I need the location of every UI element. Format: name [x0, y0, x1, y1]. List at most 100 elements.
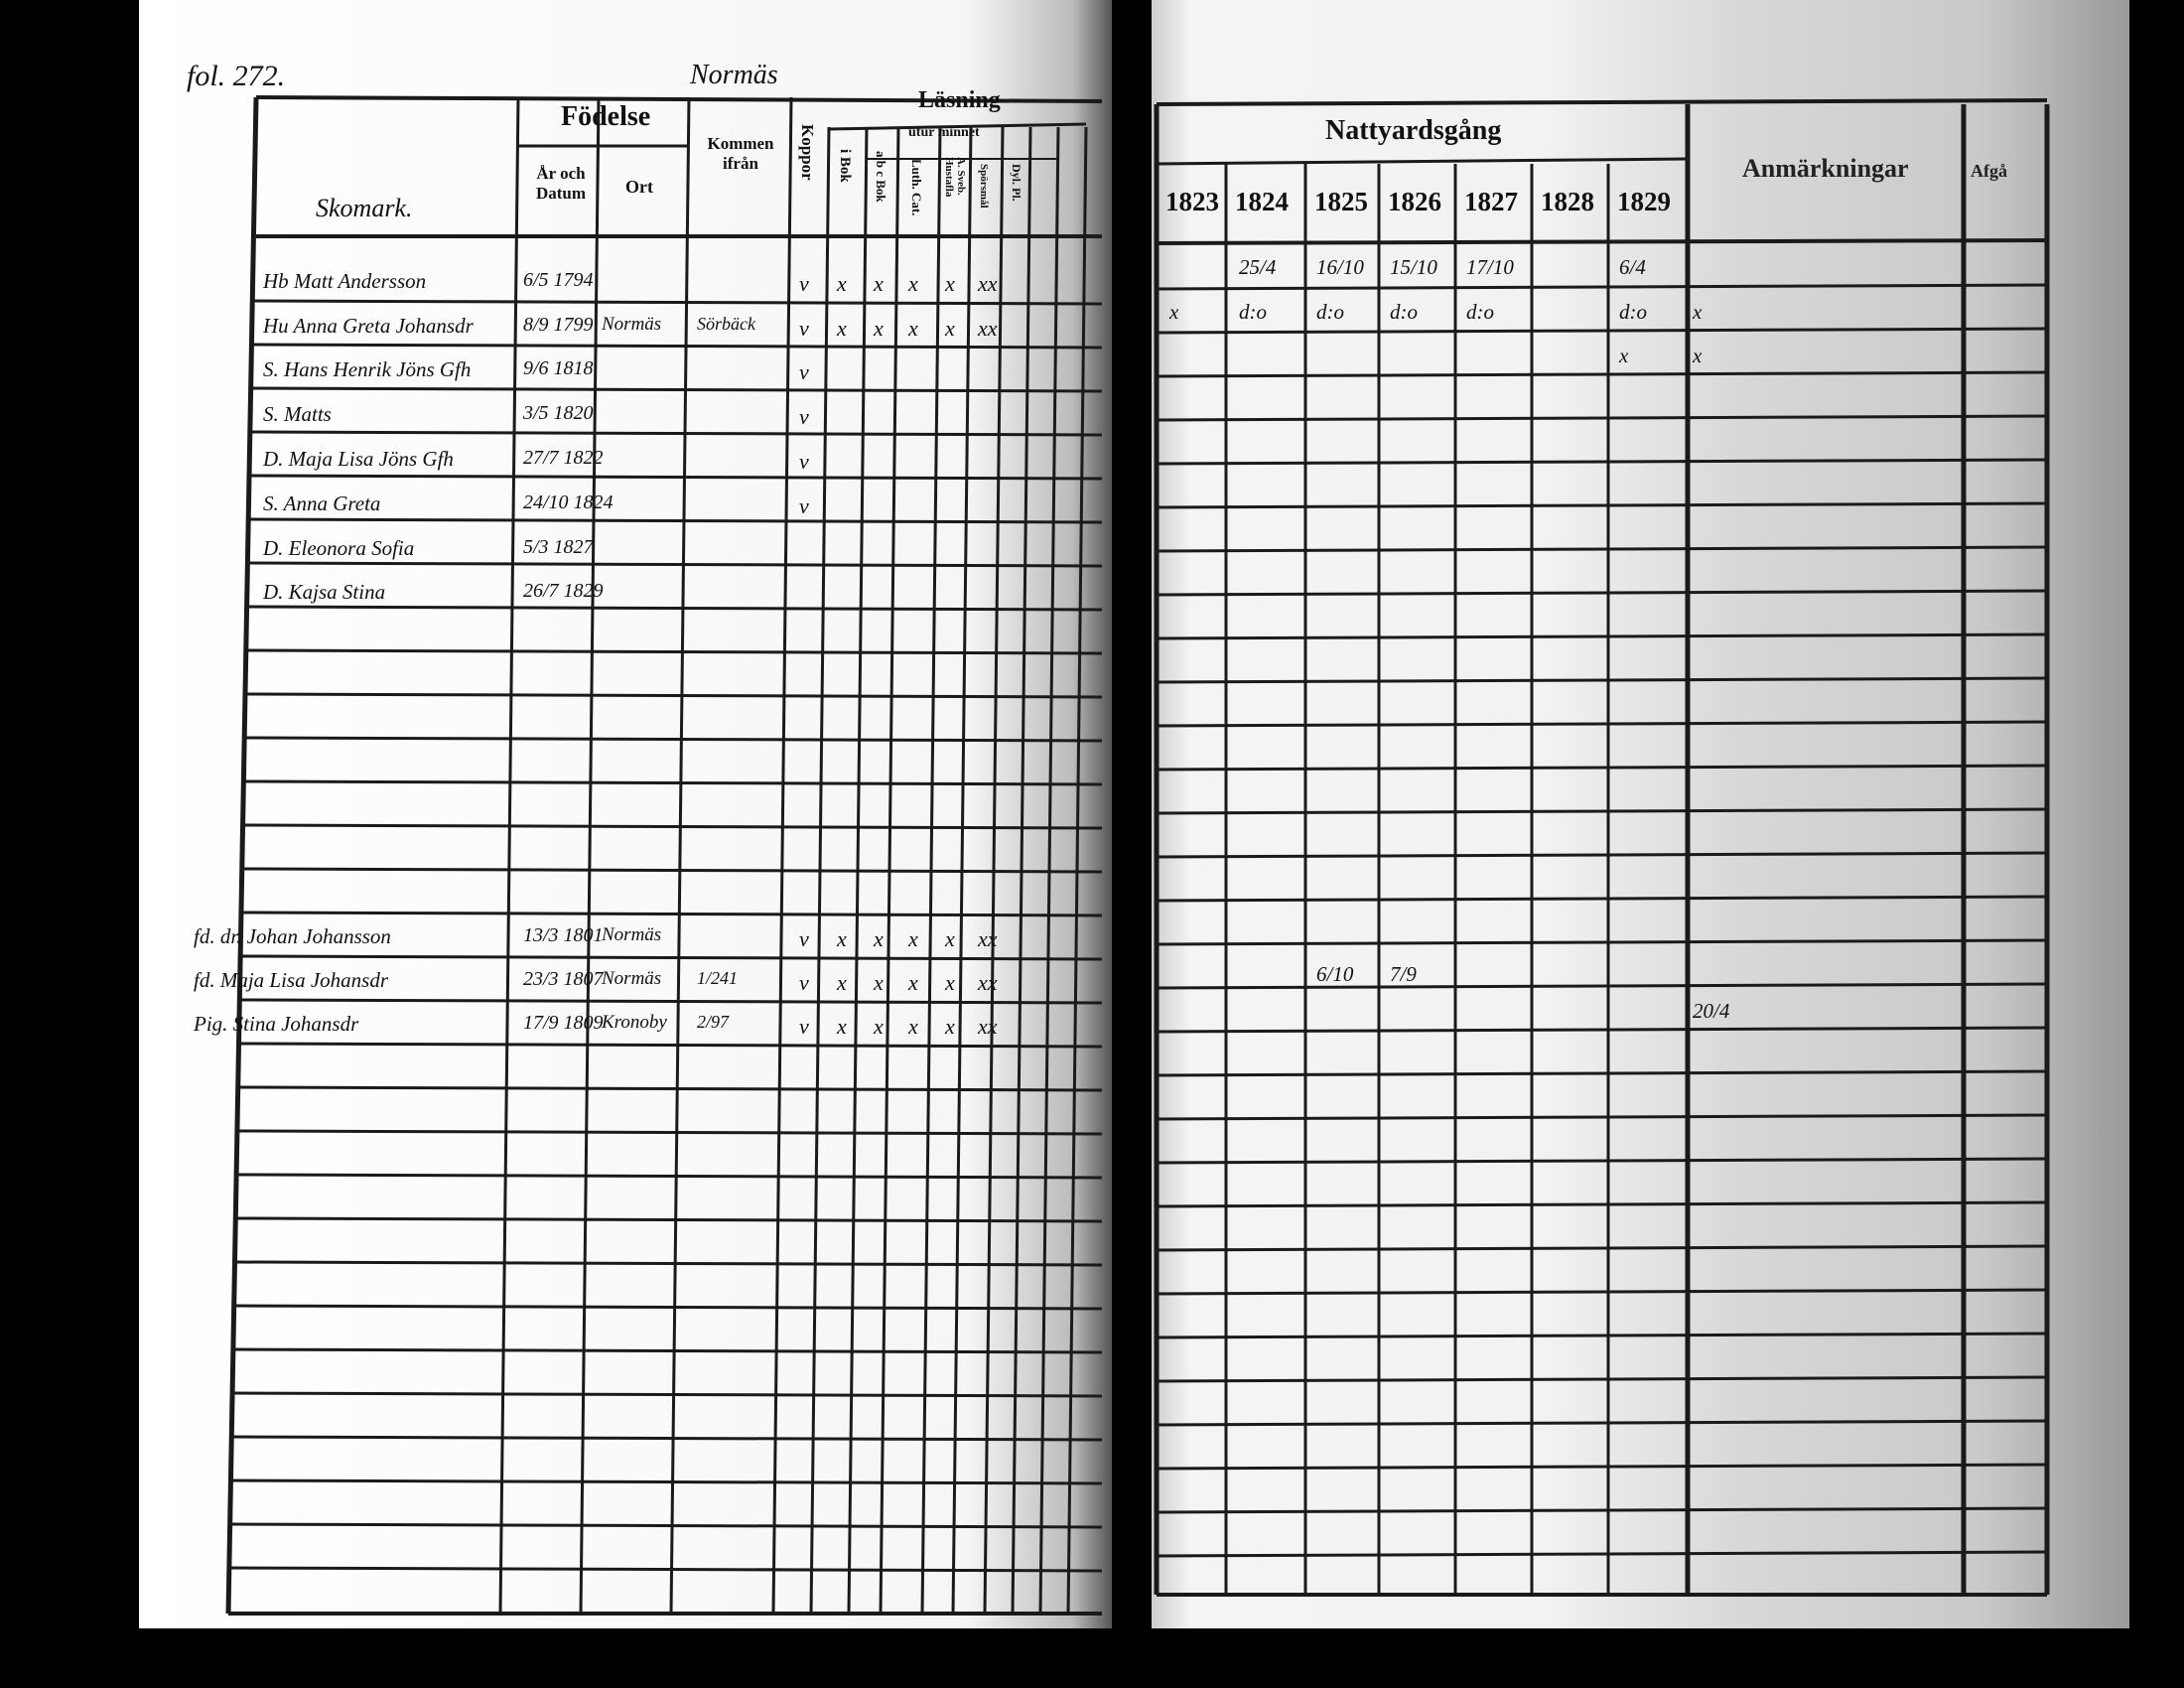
row-line — [1156, 1157, 2048, 1165]
person-name: D. Maja Lisa Jöns Gfh — [263, 447, 454, 471]
row-line — [1156, 851, 2048, 859]
birth-place: Normäs — [602, 968, 662, 989]
came-from: 1/241 — [697, 968, 739, 988]
person-name: Hu Anna Greta Johansdr — [263, 314, 474, 338]
reading-mark: xx — [978, 271, 998, 296]
person-name: D. Kajsa Stina — [263, 580, 386, 604]
row-line — [245, 648, 1103, 655]
row-line — [239, 998, 1103, 1005]
header-dyl: Dyl. Pl. — [1010, 164, 1024, 202]
birth-place: Kronoby — [602, 1012, 667, 1033]
header-afgatt: Afgå — [1971, 161, 2007, 181]
birth-date: 24/10 1824 — [523, 492, 614, 513]
row-line — [232, 1347, 1103, 1354]
row-line — [1156, 1026, 2048, 1034]
name-column-header: Skomark. — [316, 194, 413, 222]
birth-date: 8/9 1799 — [523, 314, 594, 336]
remark: x — [1693, 300, 1703, 324]
reading-mark: v — [799, 449, 809, 474]
communion-date: 15/10 — [1390, 255, 1437, 279]
row-line — [1156, 1288, 2048, 1296]
reading-mark: v — [799, 271, 809, 296]
row-line — [248, 517, 1103, 524]
row-line — [1156, 589, 2048, 597]
year-header-1828: 1828 — [1541, 187, 1594, 216]
reading-mark: xx — [978, 970, 998, 995]
reading-mark: v — [799, 926, 809, 951]
row-line — [1156, 1069, 2048, 1077]
reading-mark: x — [908, 1014, 918, 1039]
reading-mark: xx — [978, 316, 998, 341]
person-name: fd. Maja Lisa Johansdr — [194, 968, 389, 992]
reading-mark: x — [908, 926, 918, 951]
row-line — [229, 1522, 1103, 1529]
person-name: fd. dr. Johan Johansson — [194, 924, 391, 948]
communion-date: 17/10 — [1466, 255, 1514, 279]
reading-mark: x — [945, 271, 955, 296]
reading-mark: x — [874, 970, 884, 995]
birth-date: 17/9 1809 — [523, 1012, 604, 1034]
column-line — [498, 96, 520, 1615]
row-line — [243, 779, 1103, 786]
person-name: S. Hans Henrik Jöns Gfh — [263, 357, 472, 381]
reading-mark: v — [799, 1014, 809, 1039]
row-line — [1156, 720, 2048, 728]
communion-date: d:o — [1619, 300, 1647, 324]
row-line — [237, 1085, 1103, 1092]
reading-mark: v — [799, 970, 809, 995]
row-line — [1156, 764, 2048, 772]
came-from: 2/97 — [697, 1012, 730, 1032]
communion-date: 6/10 — [1316, 962, 1354, 986]
header-ar-och-datum: År och Datum — [535, 164, 587, 203]
row-line — [228, 1566, 1103, 1573]
reading-mark: x — [874, 271, 884, 296]
row-line — [231, 1435, 1103, 1442]
row-line — [1156, 1550, 2048, 1558]
reading-mark: x — [908, 271, 918, 296]
reading-mark: x — [945, 970, 955, 995]
row-line — [247, 561, 1103, 568]
row-line — [252, 299, 1103, 306]
reading-mark: v — [799, 359, 809, 384]
reading-mark: x — [837, 1014, 847, 1039]
row-line — [242, 823, 1103, 830]
header-sporsmal: Spörsmål — [978, 164, 990, 209]
row-line — [1156, 1113, 2048, 1121]
communion-date: 16/10 — [1316, 255, 1364, 279]
person-name: S. Anna Greta — [263, 492, 381, 515]
year-header-1829: 1829 — [1617, 187, 1671, 216]
folio-number: fol. 272. — [187, 60, 286, 92]
row-line — [240, 954, 1103, 961]
header-fodelse: Födelse — [561, 101, 651, 132]
header-bottom-line — [1156, 238, 2048, 245]
reading-mark: x — [908, 970, 918, 995]
reading-mark: x — [945, 316, 955, 341]
came-from: Sörbäck — [697, 314, 755, 334]
reading-mark: xx — [978, 926, 998, 951]
header-ort: Ort — [625, 177, 653, 197]
row-line — [1156, 1332, 2048, 1339]
row-line — [1156, 1375, 2048, 1383]
communion-date: d:o — [1466, 300, 1494, 324]
year-header-1824: 1824 — [1235, 187, 1289, 216]
reading-mark: v — [799, 493, 809, 518]
person-name: Pig. Stina Johansdr — [194, 1012, 359, 1036]
person-name: D. Eleonora Sofia — [263, 536, 415, 560]
row-line — [1156, 458, 2048, 466]
communion-date: 6/4 — [1619, 255, 1646, 279]
communion-date: x — [1619, 344, 1629, 367]
reading-mark: xx — [978, 1014, 998, 1039]
header-anmarkningar: Anmärkningar — [1742, 154, 1909, 183]
birth-date: 6/5 1794 — [523, 269, 594, 291]
header-sveb-hustafla: A. Sveb. Hustafla — [943, 157, 967, 198]
year-header-1823: 1823 — [1165, 187, 1219, 216]
column-line — [669, 96, 691, 1615]
row-line — [249, 430, 1103, 437]
table-left-border — [225, 96, 259, 1615]
row-line — [232, 1391, 1103, 1398]
header-koppor: Koppor — [798, 124, 817, 181]
row-line — [235, 1216, 1103, 1223]
row-line — [1156, 938, 2048, 946]
communion-date: d:o — [1390, 300, 1418, 324]
row-line — [1156, 807, 2048, 815]
